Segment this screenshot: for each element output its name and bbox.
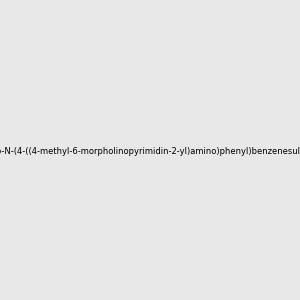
Text: 2-chloro-N-(4-((4-methyl-6-morpholinopyrimidin-2-yl)amino)phenyl)benzenesulfonam: 2-chloro-N-(4-((4-methyl-6-morpholinopyr…	[0, 147, 300, 156]
